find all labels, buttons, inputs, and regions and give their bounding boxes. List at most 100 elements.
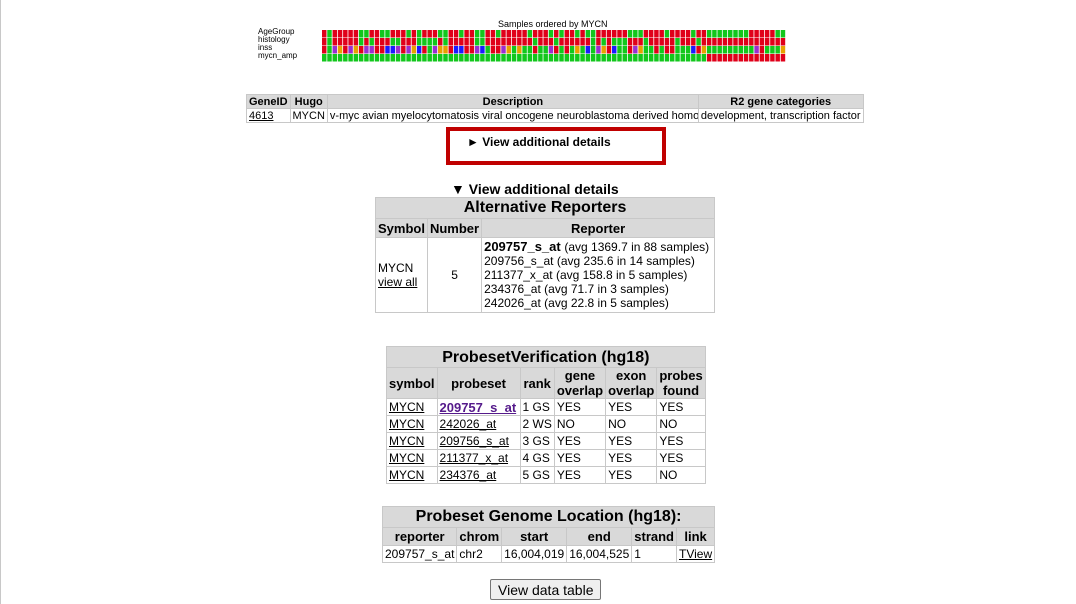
heatmap-cell[interactable]	[759, 30, 765, 38]
heatmap-cell[interactable]	[569, 38, 575, 46]
heatmap-cell[interactable]	[459, 54, 464, 62]
heatmap-cell[interactable]	[675, 46, 680, 54]
heatmap-cell[interactable]	[612, 54, 617, 62]
heatmap-cell[interactable]	[670, 46, 675, 54]
heatmap-cell[interactable]	[712, 38, 717, 46]
heatmap-cell[interactable]	[453, 30, 459, 38]
heatmap-cell[interactable]	[448, 46, 454, 54]
heatmap-cell[interactable]	[527, 54, 533, 62]
heatmap-cell[interactable]	[590, 30, 596, 38]
sample-heatmap[interactable]	[322, 30, 786, 62]
heatmap-cell[interactable]	[469, 54, 475, 62]
heatmap-cell[interactable]	[717, 46, 722, 54]
heatmap-cell[interactable]	[416, 46, 422, 54]
heatmap-cell[interactable]	[659, 38, 664, 46]
heatmap-cell[interactable]	[332, 38, 338, 46]
heatmap-cell[interactable]	[385, 38, 390, 46]
heatmap-cell[interactable]	[364, 30, 369, 38]
heatmap-cell[interactable]	[538, 46, 543, 54]
heatmap-cell[interactable]	[343, 46, 348, 54]
heatmap-cell[interactable]	[564, 54, 570, 62]
heatmap-cell[interactable]	[474, 30, 480, 38]
heatmap-cell[interactable]	[358, 38, 364, 46]
heatmap-cell[interactable]	[395, 54, 401, 62]
heatmap-cell[interactable]	[638, 38, 643, 46]
heatmap-cell[interactable]	[511, 30, 517, 38]
heatmap-cell[interactable]	[743, 30, 749, 38]
heatmap-cell[interactable]	[759, 54, 765, 62]
heatmap-cell[interactable]	[680, 30, 686, 38]
heatmap-cell[interactable]	[490, 54, 496, 62]
heatmap-cell[interactable]	[554, 46, 559, 54]
heatmap-cell[interactable]	[432, 38, 438, 46]
heatmap-cell[interactable]	[712, 54, 717, 62]
heatmap-cell[interactable]	[474, 54, 480, 62]
heatmap-cell[interactable]	[706, 54, 712, 62]
heatmap-cell[interactable]	[522, 54, 527, 62]
heatmap-cell[interactable]	[453, 38, 459, 46]
heatmap-cell[interactable]	[701, 30, 707, 38]
heatmap-cell[interactable]	[369, 54, 374, 62]
heatmap-cell[interactable]	[633, 46, 638, 54]
heatmap-cell[interactable]	[459, 38, 464, 46]
symbol-link[interactable]: MYCN	[389, 400, 425, 414]
heatmap-cell[interactable]	[464, 30, 469, 38]
heatmap-cell[interactable]	[401, 46, 406, 54]
heatmap-cell[interactable]	[743, 38, 749, 46]
heatmap-cell[interactable]	[406, 38, 411, 46]
heatmap-cell[interactable]	[580, 30, 585, 38]
heatmap-cell[interactable]	[480, 38, 485, 46]
heatmap-cell[interactable]	[517, 46, 522, 54]
heatmap-cell[interactable]	[728, 38, 733, 46]
heatmap-cell[interactable]	[506, 38, 512, 46]
heatmap-cell[interactable]	[617, 46, 622, 54]
heatmap-cell[interactable]	[691, 54, 696, 62]
heatmap-cell[interactable]	[643, 38, 649, 46]
heatmap-cell[interactable]	[664, 46, 670, 54]
heatmap-cell[interactable]	[332, 54, 338, 62]
heatmap-cell[interactable]	[527, 46, 533, 54]
heatmap-cell[interactable]	[427, 46, 432, 54]
heatmap-cell[interactable]	[596, 30, 601, 38]
heatmap-cell[interactable]	[706, 38, 712, 46]
heatmap-cell[interactable]	[648, 30, 654, 38]
view-details-toggle-expanded[interactable]: ▼ View additional details	[451, 181, 619, 197]
heatmap-cell[interactable]	[685, 38, 691, 46]
heatmap-cell[interactable]	[543, 46, 548, 54]
heatmap-cell[interactable]	[332, 30, 338, 38]
heatmap-cell[interactable]	[569, 54, 575, 62]
heatmap-cell[interactable]	[670, 38, 675, 46]
heatmap-cell[interactable]	[459, 30, 464, 38]
heatmap-cell[interactable]	[353, 54, 359, 62]
heatmap-cell[interactable]	[749, 54, 754, 62]
heatmap-cell[interactable]	[638, 46, 643, 54]
heatmap-cell[interactable]	[696, 30, 701, 38]
heatmap-cell[interactable]	[390, 54, 396, 62]
heatmap-cell[interactable]	[390, 38, 396, 46]
heatmap-cell[interactable]	[770, 54, 775, 62]
probeset-link[interactable]: 211377_x_at	[439, 451, 509, 465]
heatmap-cell[interactable]	[490, 30, 496, 38]
heatmap-cell[interactable]	[406, 30, 411, 38]
heatmap-cell[interactable]	[743, 54, 749, 62]
heatmap-cell[interactable]	[596, 46, 601, 54]
heatmap-cell[interactable]	[459, 46, 464, 54]
heatmap-cell[interactable]	[527, 38, 533, 46]
heatmap-cell[interactable]	[511, 54, 517, 62]
heatmap-cell[interactable]	[743, 46, 749, 54]
heatmap-cell[interactable]	[733, 54, 738, 62]
heatmap-cell[interactable]	[659, 30, 664, 38]
heatmap-cell[interactable]	[438, 38, 443, 46]
heatmap-cell[interactable]	[464, 46, 469, 54]
heatmap-cell[interactable]	[733, 38, 738, 46]
heatmap-cell[interactable]	[406, 54, 411, 62]
heatmap-cell[interactable]	[596, 38, 601, 46]
heatmap-cell[interactable]	[506, 30, 512, 38]
heatmap-cell[interactable]	[680, 46, 686, 54]
heatmap-cell[interactable]	[395, 38, 401, 46]
heatmap-cell[interactable]	[401, 54, 406, 62]
heatmap-cell[interactable]	[722, 54, 728, 62]
heatmap-cell[interactable]	[627, 30, 633, 38]
heatmap-cell[interactable]	[738, 46, 744, 54]
heatmap-cell[interactable]	[622, 38, 628, 46]
